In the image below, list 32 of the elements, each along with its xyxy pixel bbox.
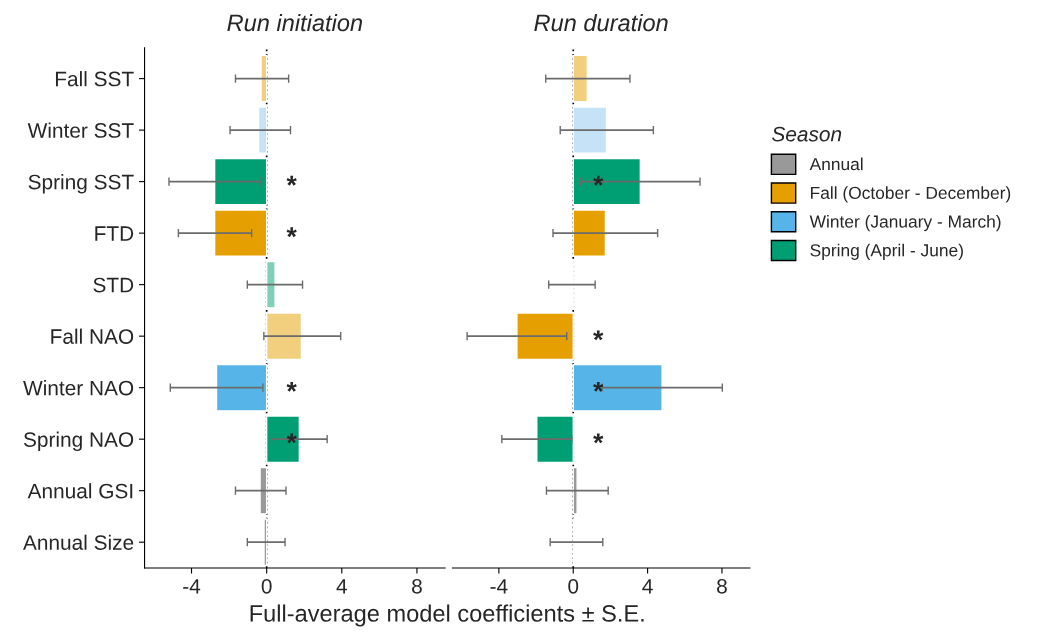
x-tick-label: 0 — [568, 578, 579, 594]
x-tick-label: 8 — [717, 578, 727, 594]
y-tick-label: Fall NAO — [51, 328, 134, 344]
x-tick-label: 4 — [336, 579, 347, 594]
data-label: * — [593, 433, 604, 444]
y-tick-label: Annual GSI — [27, 483, 133, 499]
chart-title: Run duration — [534, 13, 668, 32]
data-label: * — [286, 227, 297, 238]
x-tick-label: 4 — [642, 579, 653, 594]
x-tick-label: -4 — [183, 579, 201, 594]
data-label: * — [593, 330, 604, 341]
x-tick-label: -4 — [490, 579, 508, 594]
y-tick-label: Annual Size — [23, 534, 134, 550]
y-tick-label: Fall SST — [55, 71, 134, 87]
y-tick-label: Winter NAO — [23, 380, 134, 396]
y-tick-label: Winter SST — [27, 122, 134, 138]
legend-label: Fall (October - December) — [811, 186, 1011, 203]
data-label: * — [593, 381, 604, 392]
legend-title: Season — [772, 126, 842, 142]
legend-label: Spring (April - June) — [810, 243, 963, 260]
y-tick-label: STD — [93, 277, 134, 293]
y-tick-label: Spring NAO — [23, 431, 134, 452]
legend-label: Annual — [809, 157, 863, 171]
x-axis-title: Full-average model coefficients ± S.E. — [250, 604, 644, 627]
x-tick-label: 8 — [412, 578, 422, 594]
y-tick-label: Spring SST — [28, 174, 134, 194]
y-tick-label: FTD — [95, 226, 134, 241]
x-tick-label: 0 — [261, 578, 272, 594]
chart-title: Run initiation — [227, 13, 363, 32]
legend-label: Winter (January - March) — [809, 214, 1001, 232]
data-label: * — [286, 381, 297, 392]
data-label: * — [286, 175, 297, 186]
